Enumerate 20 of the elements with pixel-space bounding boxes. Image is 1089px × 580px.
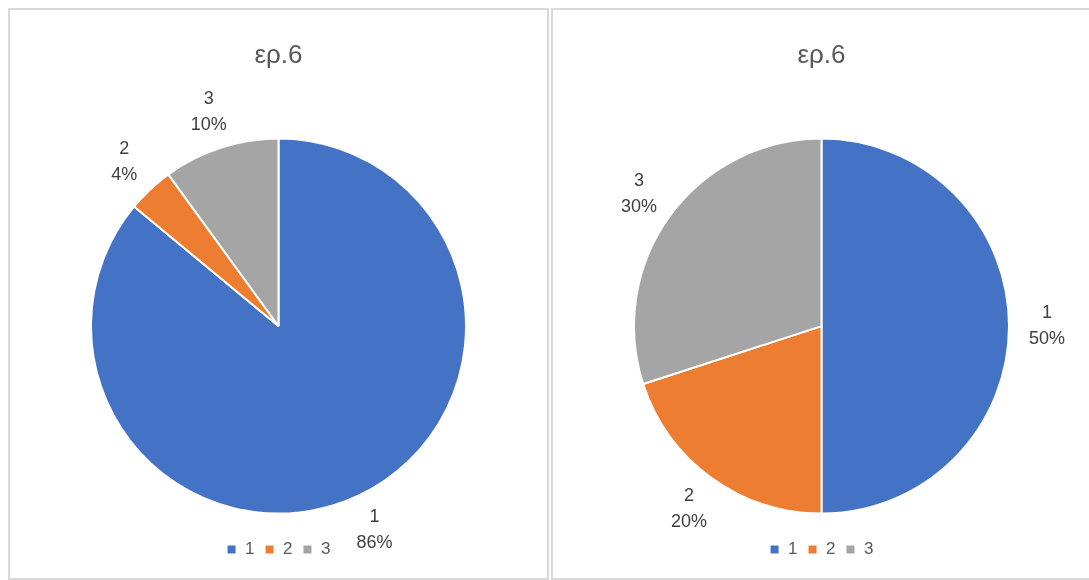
slice-label: 2 [119, 137, 130, 158]
chart-title: ερ.6 [254, 38, 303, 69]
data-label: 10% [190, 113, 227, 134]
slice-label: 1 [1041, 302, 1053, 323]
data-label: 4% [111, 163, 138, 184]
legend-label: 1 [788, 539, 798, 559]
legend-label: 3 [320, 539, 331, 559]
data-label: 20% [670, 510, 707, 531]
slice-label: 2 [683, 484, 694, 505]
legend-label: 2 [283, 539, 293, 559]
legend-label: 1 [245, 539, 255, 559]
data-label: 86% [356, 532, 393, 553]
slice-label: 3 [634, 169, 645, 190]
legend-label: 2 [826, 539, 836, 559]
data-label: 50% [1028, 328, 1066, 349]
slice-label: 3 [203, 87, 214, 108]
slice-label: 1 [369, 506, 380, 527]
legend-label: 3 [863, 539, 874, 559]
chart-title: ερ.6 [797, 38, 846, 69]
data-label: 30% [621, 195, 658, 216]
